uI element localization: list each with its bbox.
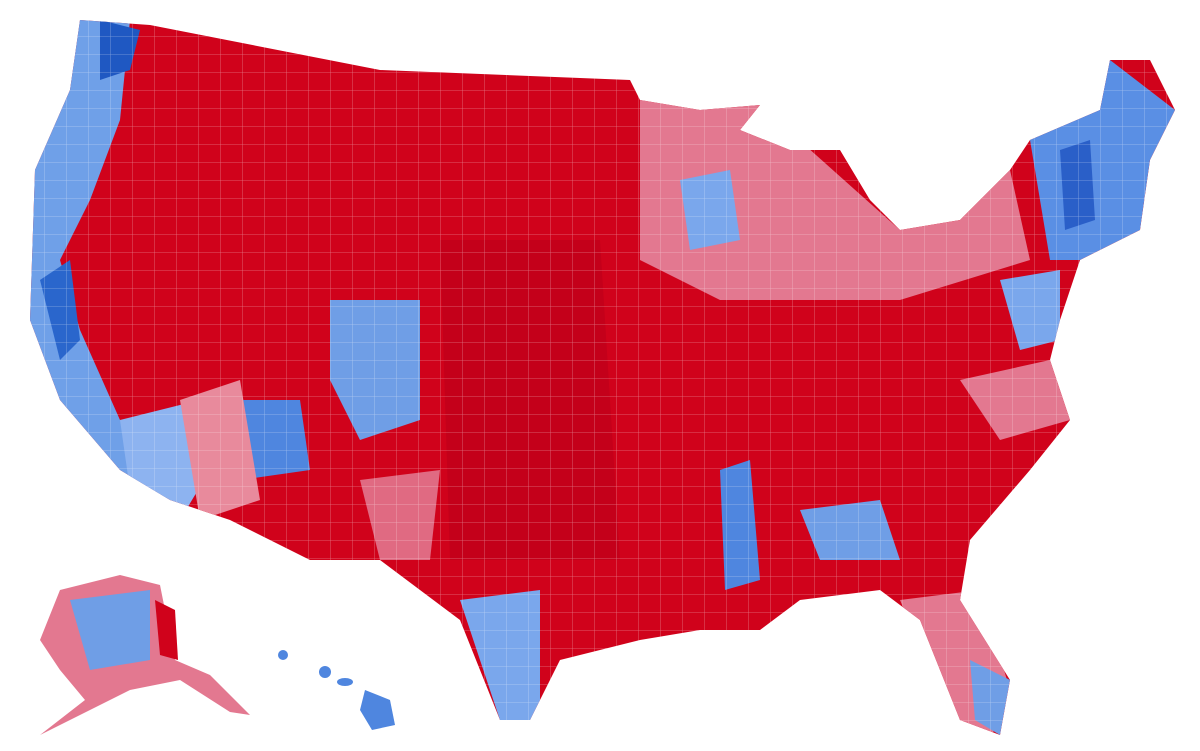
region [155,600,178,660]
island [319,666,331,678]
island [360,690,395,730]
island [278,650,288,660]
island [337,678,353,686]
alaska [40,575,250,735]
region [70,590,150,670]
hawaii [278,650,395,730]
